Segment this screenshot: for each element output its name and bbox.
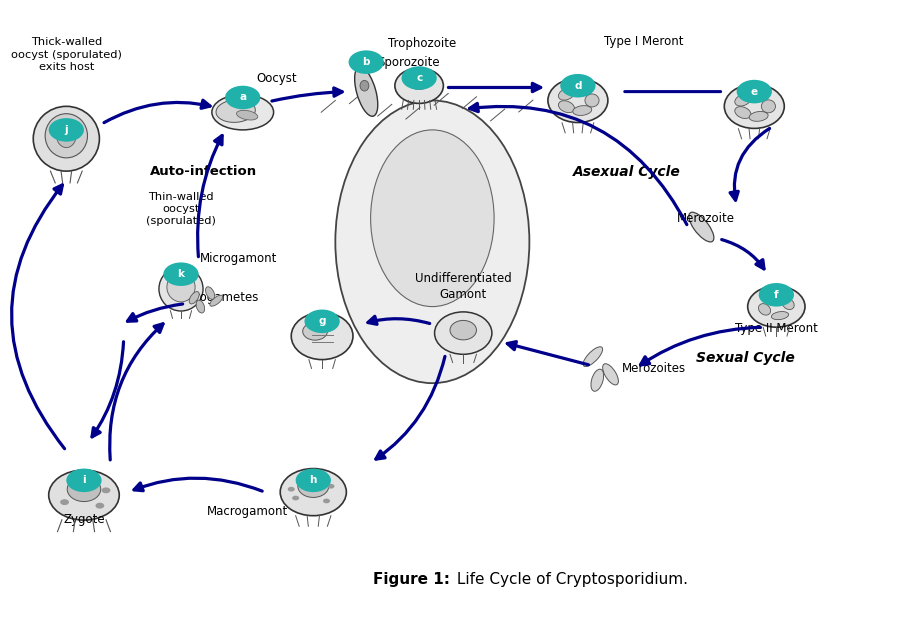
Ellipse shape	[33, 107, 99, 171]
Circle shape	[759, 283, 794, 307]
Text: b: b	[363, 57, 370, 67]
Circle shape	[164, 262, 199, 286]
Text: Trophozoite: Trophozoite	[388, 37, 456, 50]
Ellipse shape	[159, 267, 203, 311]
Ellipse shape	[302, 322, 328, 340]
Ellipse shape	[548, 78, 608, 123]
Text: Auto-infection: Auto-infection	[149, 165, 256, 177]
Text: Merozoite: Merozoite	[677, 212, 734, 224]
Text: d: d	[574, 81, 581, 91]
Text: h: h	[310, 476, 317, 485]
Text: Microgamont: Microgamont	[200, 252, 277, 265]
Text: Merozoites: Merozoites	[622, 362, 686, 375]
Ellipse shape	[435, 312, 492, 354]
Text: Thin-walled
oocyst
(sporulated): Thin-walled oocyst (sporulated)	[146, 192, 216, 226]
Text: i: i	[82, 476, 86, 485]
Text: Zygote: Zygote	[63, 513, 104, 526]
Circle shape	[288, 487, 295, 492]
Circle shape	[560, 74, 596, 97]
Circle shape	[295, 469, 331, 492]
Text: Type II Meront: Type II Meront	[735, 322, 818, 335]
Ellipse shape	[292, 312, 353, 360]
Ellipse shape	[782, 298, 794, 309]
Ellipse shape	[771, 311, 788, 320]
Text: c: c	[416, 73, 422, 83]
Text: k: k	[177, 269, 184, 279]
Circle shape	[60, 499, 69, 505]
Text: Asexual Cycle: Asexual Cycle	[572, 166, 680, 179]
Text: Sexual Cycle: Sexual Cycle	[696, 352, 795, 365]
Text: Thick-walled
oocyst (sporulated)
exits host: Thick-walled oocyst (sporulated) exits h…	[11, 37, 122, 72]
Ellipse shape	[558, 100, 574, 113]
Circle shape	[323, 498, 330, 503]
Ellipse shape	[764, 293, 781, 302]
Ellipse shape	[591, 369, 604, 391]
Ellipse shape	[734, 94, 751, 106]
Circle shape	[95, 503, 104, 508]
Ellipse shape	[688, 212, 714, 242]
Circle shape	[736, 80, 772, 104]
Ellipse shape	[237, 110, 257, 120]
Circle shape	[304, 309, 339, 333]
Text: Type I Meront: Type I Meront	[604, 35, 684, 48]
Ellipse shape	[761, 100, 776, 113]
Circle shape	[49, 118, 84, 142]
Ellipse shape	[189, 291, 199, 304]
Text: Life Cycle of Cryptosporidium.: Life Cycle of Cryptosporidium.	[452, 572, 688, 587]
Ellipse shape	[216, 100, 256, 122]
Ellipse shape	[759, 304, 770, 315]
Text: f: f	[774, 290, 778, 300]
Text: a: a	[239, 92, 247, 102]
Text: e: e	[751, 87, 758, 97]
Ellipse shape	[360, 81, 369, 91]
Ellipse shape	[572, 86, 591, 95]
Ellipse shape	[210, 295, 222, 306]
Circle shape	[401, 66, 436, 90]
Circle shape	[102, 487, 111, 494]
Circle shape	[225, 86, 260, 109]
Ellipse shape	[724, 84, 784, 128]
Circle shape	[301, 478, 308, 483]
Ellipse shape	[298, 475, 328, 497]
Ellipse shape	[205, 286, 215, 299]
Circle shape	[348, 50, 384, 74]
Ellipse shape	[371, 130, 494, 307]
Circle shape	[292, 495, 299, 500]
Ellipse shape	[406, 71, 432, 89]
Ellipse shape	[558, 88, 574, 100]
Ellipse shape	[734, 107, 751, 118]
Ellipse shape	[49, 470, 119, 520]
Ellipse shape	[583, 347, 603, 366]
Text: Figure 1:: Figure 1:	[373, 572, 450, 587]
Ellipse shape	[45, 113, 87, 158]
Ellipse shape	[68, 477, 101, 502]
Ellipse shape	[395, 68, 444, 104]
Circle shape	[328, 484, 335, 489]
Ellipse shape	[166, 272, 195, 302]
Text: Macrogamont: Macrogamont	[206, 505, 288, 518]
Circle shape	[69, 480, 77, 486]
Text: Undifferentiated
Gamont: Undifferentiated Gamont	[415, 272, 511, 301]
Text: Oocyst: Oocyst	[256, 71, 297, 84]
Ellipse shape	[450, 321, 476, 340]
Text: Microgametes: Microgametes	[176, 291, 259, 304]
Text: j: j	[65, 125, 68, 135]
Ellipse shape	[572, 105, 591, 115]
Text: Sporozoite: Sporozoite	[378, 56, 440, 69]
Ellipse shape	[355, 67, 378, 117]
Ellipse shape	[336, 100, 529, 383]
Ellipse shape	[585, 94, 599, 107]
Ellipse shape	[748, 286, 805, 327]
Ellipse shape	[212, 95, 274, 130]
Circle shape	[67, 469, 102, 492]
Ellipse shape	[749, 91, 768, 101]
Ellipse shape	[280, 469, 346, 516]
Ellipse shape	[196, 300, 204, 313]
Ellipse shape	[749, 112, 768, 122]
Ellipse shape	[57, 124, 76, 148]
Ellipse shape	[603, 364, 618, 385]
Text: g: g	[319, 316, 326, 326]
